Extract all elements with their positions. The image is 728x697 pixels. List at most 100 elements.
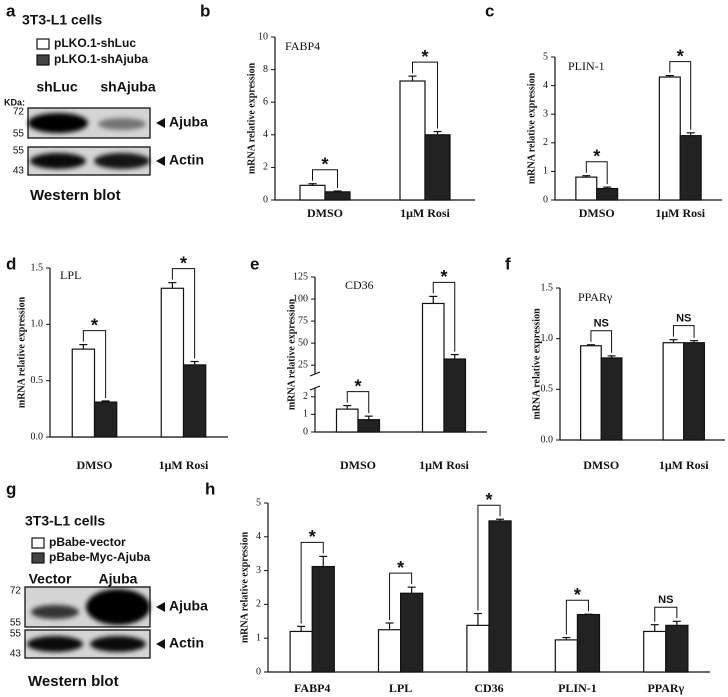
y-tick-label: 0 bbox=[256, 666, 261, 677]
bar bbox=[311, 565, 335, 673]
legend-swatch bbox=[36, 54, 50, 66]
bar bbox=[399, 80, 426, 201]
x-tick-label: DMSO bbox=[77, 458, 113, 472]
bar bbox=[596, 187, 619, 201]
bar bbox=[377, 629, 402, 673]
bar bbox=[71, 348, 96, 438]
significance-bracket bbox=[312, 169, 338, 189]
y-tick-label: 0.5 bbox=[31, 375, 44, 386]
significance-bracket bbox=[477, 504, 501, 611]
legend-label: pLKO.1-shLuc bbox=[54, 36, 136, 50]
y-tick-label: 1.0 bbox=[31, 319, 44, 330]
significance-label: * bbox=[421, 47, 428, 67]
bar bbox=[488, 520, 512, 673]
bar bbox=[421, 302, 445, 433]
bar bbox=[299, 184, 326, 201]
lane-label: Ajuba bbox=[99, 571, 138, 587]
band-arrow bbox=[156, 118, 165, 128]
significance-label: * bbox=[677, 46, 684, 66]
bar bbox=[600, 357, 623, 441]
legend-swatch bbox=[31, 537, 45, 549]
y-axis-label: mRNA relative expression bbox=[526, 72, 537, 184]
size-marker: 43 bbox=[10, 649, 22, 660]
chart-title: PLIN-1 bbox=[568, 59, 605, 73]
size-marker: 72 bbox=[10, 586, 22, 597]
significance-label: * bbox=[593, 146, 600, 166]
blot-title: 3T3-L1 cells bbox=[25, 513, 105, 529]
significance-label: * bbox=[91, 315, 98, 335]
blot-band bbox=[94, 153, 150, 169]
y-tick-label: 0.0 bbox=[31, 431, 44, 442]
significance-label: NS bbox=[676, 313, 691, 325]
bar bbox=[466, 624, 490, 673]
blot-caption: Western blot bbox=[30, 187, 121, 204]
y-tick-label: 4 bbox=[256, 531, 261, 542]
significance-bracket bbox=[82, 330, 107, 398]
bar bbox=[93, 401, 118, 438]
axis-break bbox=[309, 371, 321, 377]
blot-band bbox=[98, 118, 146, 130]
chart-title: CD36 bbox=[345, 278, 374, 292]
x-tick-label: LPL bbox=[389, 681, 412, 695]
x-tick-label: DMSO bbox=[340, 458, 376, 472]
significance-label: * bbox=[574, 585, 581, 605]
lane-label: shAjuba bbox=[100, 79, 155, 95]
panel-letter: c bbox=[485, 1, 494, 20]
y-tick-label: 75 bbox=[298, 315, 308, 326]
y-tick-label: 25 bbox=[298, 359, 308, 370]
x-tick-label: FABP4 bbox=[294, 681, 330, 695]
panel-letter: h bbox=[205, 479, 215, 498]
bar bbox=[554, 639, 578, 673]
significance-bracket bbox=[565, 599, 589, 635]
size-marker: 72 bbox=[13, 107, 25, 118]
x-tick-label: DMSO bbox=[583, 458, 619, 472]
legend-label: pBabe-Myc-Ajuba bbox=[49, 550, 151, 564]
significance-bracket bbox=[389, 572, 413, 620]
significance-bracket bbox=[300, 541, 324, 624]
bar bbox=[662, 342, 685, 441]
y-tick-label: 0.0 bbox=[541, 434, 554, 445]
panel-letter: e bbox=[250, 254, 259, 273]
blot-title: 3T3-L1 cells bbox=[22, 12, 102, 28]
size-marker: 55 bbox=[10, 629, 22, 640]
y-axis-label: mRNA relative expression bbox=[246, 62, 257, 174]
size-marker: 55 bbox=[10, 618, 22, 629]
y-axis-label: mRNA relative expression bbox=[16, 296, 27, 408]
band-arrow bbox=[156, 639, 165, 649]
significance-label: * bbox=[485, 490, 492, 510]
bar bbox=[576, 613, 601, 673]
x-tick-label: DMSO bbox=[579, 206, 615, 220]
significance-bracket bbox=[669, 61, 692, 130]
lane-label: Vector bbox=[29, 571, 72, 587]
size-marker: 55 bbox=[13, 129, 25, 140]
y-tick-label: 1 bbox=[543, 166, 548, 177]
x-tick-label: CD36 bbox=[474, 681, 503, 695]
significance-bracket bbox=[346, 391, 370, 414]
y-tick-label: 2 bbox=[263, 162, 268, 173]
significance-bracket bbox=[585, 161, 608, 185]
significance-label: * bbox=[180, 253, 187, 273]
size-marker: 55 bbox=[13, 146, 25, 157]
x-tick-label: 1μM Rosi bbox=[159, 458, 209, 472]
y-tick-label: 0.5 bbox=[541, 384, 554, 395]
chart-title: LPL bbox=[60, 268, 81, 282]
chart-title: FABP4 bbox=[285, 39, 320, 53]
x-tick-label: 1μM Rosi bbox=[659, 458, 709, 472]
bar bbox=[424, 134, 451, 201]
bar bbox=[160, 287, 185, 438]
significance-label: * bbox=[397, 558, 404, 578]
y-tick-label: 5 bbox=[256, 497, 261, 508]
y-tick-label: 1 bbox=[256, 632, 261, 643]
bar bbox=[443, 358, 467, 433]
lane-label: shLuc bbox=[36, 79, 77, 95]
bar bbox=[580, 345, 602, 441]
significance-bracket bbox=[590, 330, 613, 353]
x-tick-label: DMSO bbox=[307, 206, 343, 220]
y-tick-label: 100 bbox=[293, 293, 308, 304]
bar bbox=[324, 191, 351, 201]
y-tick-label: 3 bbox=[543, 108, 548, 119]
y-axis-label: mRNA relative expression bbox=[239, 531, 250, 643]
legend-label: pLKO.1-shAjuba bbox=[54, 52, 148, 66]
significance-bracket bbox=[432, 281, 456, 352]
